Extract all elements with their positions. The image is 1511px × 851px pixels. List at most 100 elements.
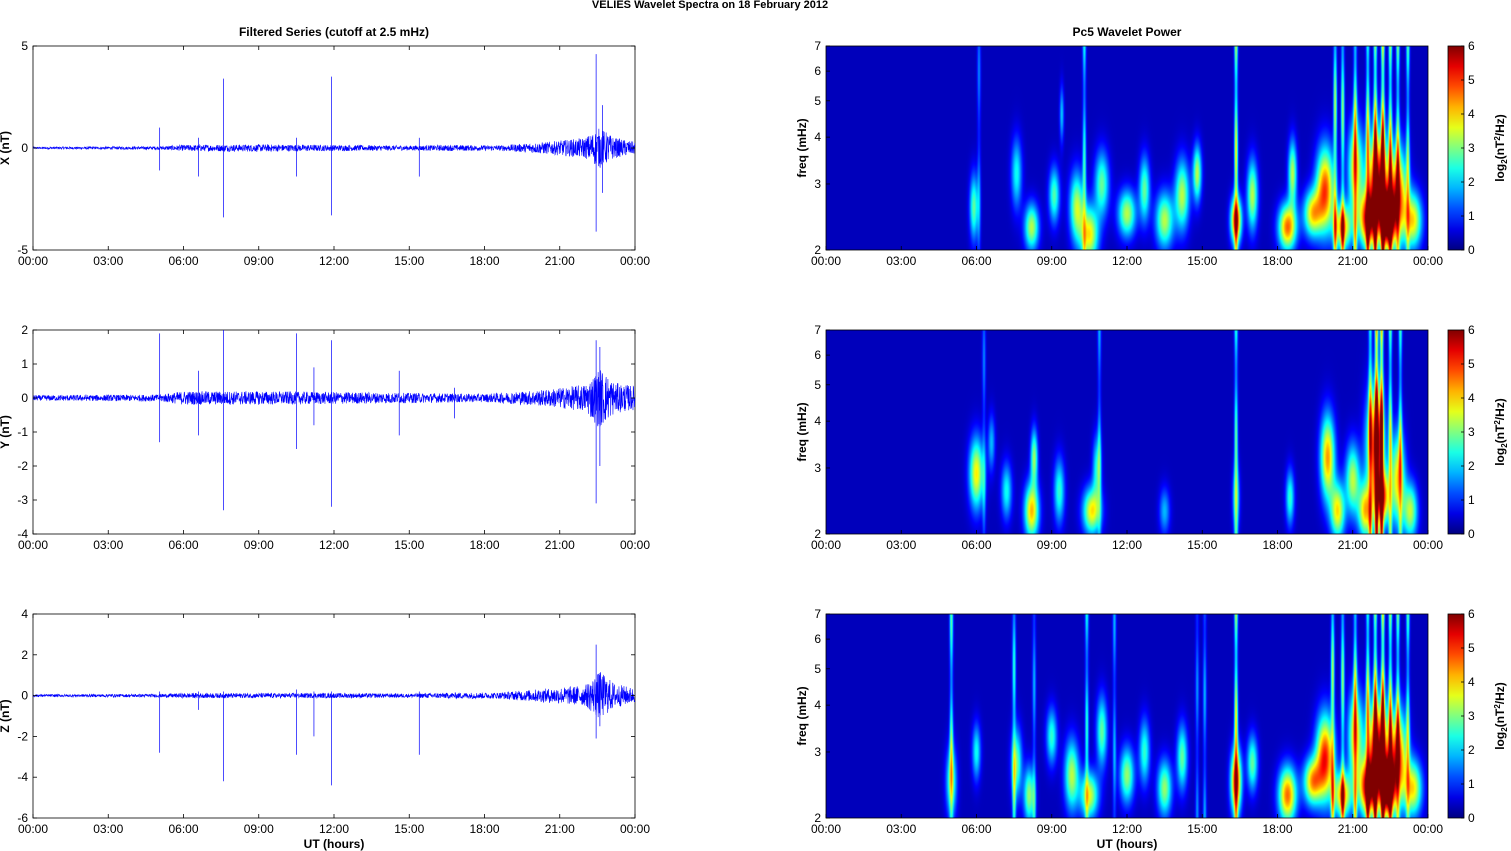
colorbar-tick-label: 6 — [1468, 39, 1475, 53]
colorbar-tick-label: 2 — [1468, 459, 1475, 473]
x-tick-label: 00:00 — [620, 254, 650, 268]
z-filtered-series-panel: 00:00 03:00 06:00 09:00 12:00 15:00 18:00 21:00… — [0, 607, 650, 851]
y-tick-label: -4 — [17, 770, 28, 784]
colorbar-label: log2(nT2/Hz) — [1493, 682, 1509, 750]
plot-frame — [32, 613, 636, 819]
left-column-title: Filtered Series (cutoff at 2.5 mHz) — [239, 25, 429, 39]
x-tick-label: 21:00 — [545, 538, 575, 552]
wavelet-power-heatmap-y — [826, 330, 1428, 534]
x-tick-label: 03:00 — [93, 254, 123, 268]
colorbar-tick-label: 3 — [1468, 141, 1475, 155]
y-axis-label: Y (nT) — [0, 415, 12, 449]
y-tick-label: -4 — [17, 527, 28, 541]
x-tick-label: 09:00 — [1037, 822, 1067, 836]
x-tick-label: 12:00 — [1112, 822, 1142, 836]
y-tick-label: 5 — [21, 39, 28, 53]
y-tick-label: 5 — [814, 94, 821, 108]
x-tick-label: 21:00 — [1338, 538, 1368, 552]
y-axis-label: freq (mHz) — [795, 118, 809, 177]
x-tick-label: 15:00 — [394, 538, 424, 552]
x-tick-label: 18:00 — [469, 254, 499, 268]
x-tick-label: 12:00 — [319, 254, 349, 268]
y-axis-label: freq (mHz) — [795, 686, 809, 745]
plot-frame — [32, 329, 636, 535]
wavelet-power-panel-y: 00:00 03:00 06:00 09:00 12:00 15:00 18:00 21:00… — [795, 323, 1509, 552]
y-tick-label: 0 — [21, 391, 28, 405]
x-tick-label: 06:00 — [961, 254, 991, 268]
y-tick-label: 0 — [21, 689, 28, 703]
x-tick-label: 15:00 — [1187, 254, 1217, 268]
x-tick-label: 09:00 — [244, 538, 274, 552]
x-tick-label: 03:00 — [93, 822, 123, 836]
colorbar-tick-label: 0 — [1468, 243, 1475, 257]
colorbar-tick-label: 0 — [1468, 527, 1475, 541]
x-tick-label: 03:00 — [886, 254, 916, 268]
x-tick-label: 00:00 — [1413, 538, 1443, 552]
x-tick-label: 18:00 — [1262, 538, 1292, 552]
x-tick-label: 21:00 — [545, 822, 575, 836]
colorbar-tick-label: 1 — [1468, 493, 1475, 507]
colorbar-tick-label: 6 — [1468, 607, 1475, 621]
y-tick-label: 2 — [21, 648, 28, 662]
colorbar-label: log2(nT2/Hz) — [1493, 114, 1509, 182]
x-tick-label: 00:00 — [1413, 822, 1443, 836]
y-tick-label: 2 — [814, 243, 821, 257]
y-tick-label: 4 — [814, 698, 821, 712]
x-tick-label: 12:00 — [1112, 538, 1142, 552]
y-tick-label: 4 — [21, 607, 28, 621]
wavelet-power-panel-z: 00:00 03:00 06:00 09:00 12:00 15:00 18:00 21:00… — [795, 607, 1509, 851]
x-tick-label: 03:00 — [886, 822, 916, 836]
x-tick-label: 06:00 — [168, 822, 198, 836]
x-tick-label: 12:00 — [1112, 254, 1142, 268]
colorbar-tick-label: 3 — [1468, 709, 1475, 723]
y-tick-label: 7 — [814, 607, 821, 621]
colorbar-tick-label: 0 — [1468, 811, 1475, 825]
y-tick-label: 3 — [814, 461, 821, 475]
colorbar-tick-label: 5 — [1468, 73, 1475, 87]
colorbar-tick-label: 3 — [1468, 425, 1475, 439]
y-tick-label: -2 — [17, 459, 28, 473]
series-trace — [32, 672, 636, 718]
y-axis-label: Z (nT) — [0, 699, 12, 732]
x-tick-label: 06:00 — [168, 538, 198, 552]
x-tick-label: 06:00 — [961, 538, 991, 552]
colorbar-tick-label: 2 — [1468, 743, 1475, 757]
colorbar-tick-label: 2 — [1468, 175, 1475, 189]
y-tick-label: 5 — [814, 662, 821, 676]
x-tick-label: 15:00 — [1187, 538, 1217, 552]
x-tick-label: 18:00 — [469, 822, 499, 836]
x-tick-label: 06:00 — [168, 254, 198, 268]
y-tick-label: 3 — [814, 177, 821, 191]
colorbar-tick-label: 1 — [1468, 777, 1475, 791]
x-tick-label: 06:00 — [961, 822, 991, 836]
wavelet-power-heatmap-x — [826, 46, 1428, 250]
colorbar-tick-label: 4 — [1468, 391, 1475, 405]
colorbar-tick-label: 5 — [1468, 357, 1475, 371]
y-axis-label: freq (mHz) — [795, 402, 809, 461]
y-tick-label: 6 — [814, 64, 821, 78]
y-tick-label: 2 — [814, 527, 821, 541]
series-trace — [32, 370, 636, 427]
x-tick-label: 18:00 — [1262, 254, 1292, 268]
y-tick-label: 2 — [814, 811, 821, 825]
x-tick-label: 00:00 — [18, 822, 48, 836]
x-tick-label: 15:00 — [394, 254, 424, 268]
y-tick-label: 6 — [814, 632, 821, 646]
colorbar-tick-label: 5 — [1468, 641, 1475, 655]
y-tick-label: -6 — [17, 811, 28, 825]
x-axis-label: UT (hours) — [304, 837, 365, 851]
y-tick-label: 7 — [814, 323, 821, 337]
figure-suptitle: VELIES Wavelet Spectra on 18 February 20… — [592, 0, 828, 11]
colorbar-tick-label: 1 — [1468, 209, 1475, 223]
y-tick-label: 4 — [814, 130, 821, 144]
wavelet-power-panel-x: 00:00 03:00 06:00 09:00 12:00 15:00 18:00 21:00… — [795, 39, 1509, 268]
x-tick-label: 03:00 — [93, 538, 123, 552]
x-tick-label: 21:00 — [1338, 254, 1368, 268]
y-tick-label: 4 — [814, 414, 821, 428]
x-filtered-series-panel: 00:00 03:00 06:00 09:00 12:00 15:00 18:00 21:00… — [0, 39, 650, 268]
x-tick-label: 00:00 — [620, 822, 650, 836]
y-tick-label: -3 — [17, 493, 28, 507]
y-tick-label: -2 — [17, 729, 28, 743]
wavelet-power-heatmap-z — [826, 614, 1428, 818]
